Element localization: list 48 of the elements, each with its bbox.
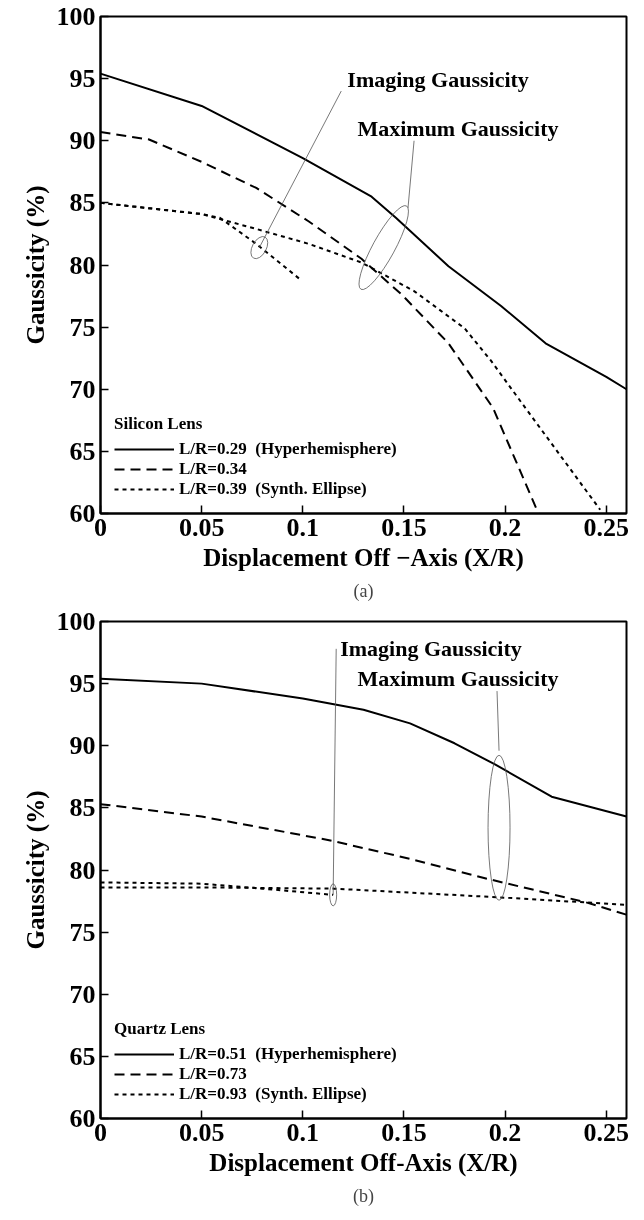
y-tick-label: 100 bbox=[56, 2, 96, 31]
x-tick-label: 0.05 bbox=[178, 1117, 225, 1147]
annotation: Imaging Gaussicity bbox=[340, 636, 522, 662]
y-tick-label: 60 bbox=[69, 1104, 96, 1133]
y-tick-label: 95 bbox=[69, 669, 96, 699]
x-tick-label: 0 bbox=[94, 1117, 107, 1147]
x-tick-label: 0.15 bbox=[381, 512, 427, 542]
x-axis-title: Displacement Off-Axis (X/R) bbox=[209, 1148, 518, 1177]
x-tick-label: 0.25 bbox=[583, 1117, 630, 1147]
y-tick-label: 90 bbox=[69, 731, 96, 761]
x-tick-label: 0.2 bbox=[488, 1117, 522, 1147]
x-axis-title: Displacement Off −Axis (X/R) bbox=[203, 543, 524, 572]
legend-label: L/R=0.73 bbox=[179, 1064, 247, 1084]
y-axis-title: Gaussicity (%) bbox=[21, 790, 50, 950]
y-tick-label: 100 bbox=[56, 607, 96, 636]
y-tick-label: 60 bbox=[69, 499, 96, 528]
x-tick-label: 0.1 bbox=[286, 512, 320, 542]
y-tick-label: 80 bbox=[69, 250, 96, 280]
x-tick-label: 0.2 bbox=[488, 512, 522, 542]
text: (a) bbox=[353, 580, 374, 602]
legend-label: L/R=0.34 bbox=[179, 459, 247, 479]
y-tick-label: 65 bbox=[69, 436, 96, 466]
x-tick-label: 0.1 bbox=[286, 1117, 320, 1147]
y-axis-title: Gaussicity (%) bbox=[21, 185, 50, 345]
legend-label: L/R=0.51 (Hyperhemisphere) bbox=[179, 1044, 397, 1064]
y-tick-label: 80 bbox=[69, 855, 96, 885]
y-tick-label: 85 bbox=[69, 188, 96, 218]
annotation: Maximum Gaussicity bbox=[357, 115, 559, 141]
annotation: Maximum Gaussicity bbox=[357, 666, 559, 692]
y-tick-label: 70 bbox=[69, 979, 96, 1009]
y-tick-label: 65 bbox=[69, 1041, 96, 1071]
text: (b) bbox=[353, 1185, 375, 1207]
y-tick-label: 75 bbox=[69, 312, 96, 342]
y-tick-label: 85 bbox=[69, 793, 96, 823]
y-tick-label: 95 bbox=[69, 64, 96, 94]
legend-title: Quartz Lens bbox=[114, 1019, 207, 1039]
y-tick-label: 75 bbox=[69, 917, 96, 947]
legend-label: L/R=0.93 (Synth. Ellipse) bbox=[179, 1084, 367, 1104]
x-tick-label: 0 bbox=[94, 512, 107, 542]
y-tick-label: 90 bbox=[69, 126, 96, 156]
x-tick-label: 0.05 bbox=[178, 512, 225, 542]
legend-label: L/R=0.29 (Hyperhemisphere) bbox=[179, 439, 397, 459]
x-tick-label: 0.15 bbox=[381, 1117, 427, 1147]
annotation: Imaging Gaussicity bbox=[347, 67, 529, 93]
x-tick-label: 0.25 bbox=[583, 512, 630, 542]
legend-label: L/R=0.39 (Synth. Ellipse) bbox=[179, 479, 367, 499]
y-tick-label: 70 bbox=[69, 374, 96, 404]
legend-title: Silicon Lens bbox=[114, 414, 204, 434]
